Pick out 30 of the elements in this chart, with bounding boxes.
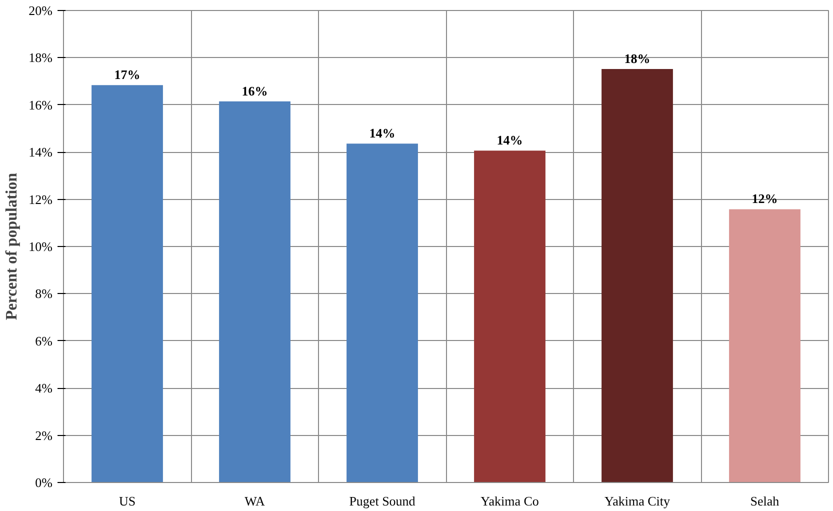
y-tick-label: 0% <box>35 475 53 490</box>
x-tick-label: Yakima Co <box>480 494 539 508</box>
data-label: 17% <box>114 67 140 82</box>
x-tick-label: Selah <box>750 494 780 508</box>
y-tick-label: 8% <box>35 286 53 302</box>
bar <box>92 85 163 482</box>
bar <box>219 101 290 482</box>
y-tick-label: 14% <box>28 144 53 160</box>
x-tick-label: US <box>118 494 136 508</box>
y-tick-label: 12% <box>28 192 53 207</box>
bar <box>474 150 546 482</box>
y-tick-label: 10% <box>28 239 53 254</box>
bar <box>729 209 800 482</box>
y-tick-label: 2% <box>35 428 53 443</box>
data-label: 14% <box>496 132 523 148</box>
x-tick-label: WA <box>244 494 266 508</box>
data-label: 18% <box>624 51 650 66</box>
data-label: 12% <box>752 191 778 206</box>
y-tick-label: 16% <box>28 97 53 112</box>
y-axis-title: Percent of population <box>4 172 21 320</box>
y-tick-label: 6% <box>35 333 53 348</box>
y-tick-label: 20% <box>28 3 53 18</box>
data-label: 16% <box>242 83 268 98</box>
data-label: 14% <box>369 126 396 141</box>
x-tick-label: Puget Sound <box>349 494 416 508</box>
y-tick-label: 4% <box>35 380 53 396</box>
bar <box>346 144 418 482</box>
x-tick-label: Yakima City <box>604 494 670 508</box>
y-tick-label: 18% <box>28 50 53 66</box>
bar <box>602 69 673 482</box>
